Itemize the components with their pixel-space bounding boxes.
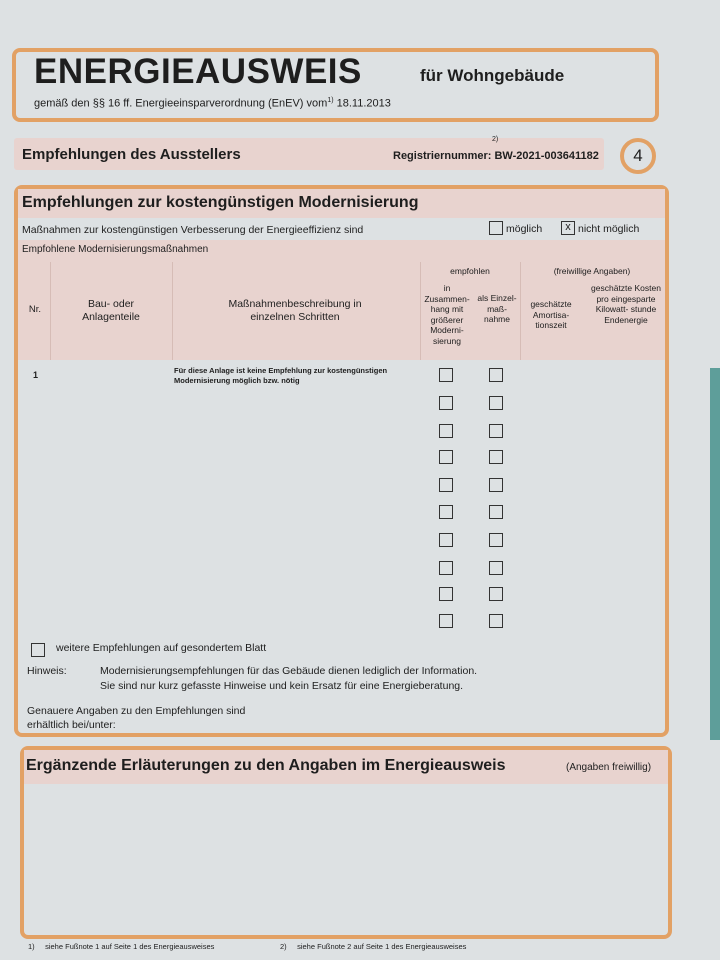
further-recommendations-checkbox[interactable] <box>31 643 45 657</box>
single-measure-checkbox[interactable] <box>489 533 503 547</box>
single-measure-checkbox[interactable] <box>489 614 503 628</box>
recommendations-box <box>14 185 669 737</box>
col-voluntary: (freiwillige Angaben) <box>553 266 631 276</box>
column-divider <box>50 262 51 360</box>
single-measure-checkbox[interactable] <box>489 424 503 438</box>
details-line-2: erhältlich bei/unter: <box>27 719 116 731</box>
footnote-1: 1) siehe Fußnote 1 auf Seite 1 des Energ… <box>28 942 214 951</box>
single-measure-checkbox[interactable] <box>489 450 503 464</box>
combined-checkbox[interactable] <box>439 424 453 438</box>
footnote-2-text: siehe Fußnote 2 auf Seite 1 des Energiea… <box>297 942 467 951</box>
note-label: Hinweis: <box>27 665 67 677</box>
registration-footnote-mark: 2) <box>492 136 499 143</box>
single-measure-checkbox[interactable] <box>489 587 503 601</box>
combined-checkbox[interactable] <box>439 561 453 575</box>
combined-checkbox[interactable] <box>439 587 453 601</box>
explanations-text-area[interactable] <box>24 786 668 934</box>
document-title: ENERGIEAUSWEIS <box>34 52 362 91</box>
single-measure-checkbox[interactable] <box>489 368 503 382</box>
explanations-note: (Angaben freiwillig) <box>566 762 652 773</box>
footnote-mark: 1) <box>327 97 334 104</box>
not-possible-label: nicht möglich <box>578 223 640 235</box>
column-divider <box>172 262 173 360</box>
combined-checkbox[interactable] <box>439 478 453 492</box>
possible-label: möglich <box>506 223 543 235</box>
possible-checkbox[interactable] <box>489 221 503 235</box>
column-divider <box>420 262 421 360</box>
col-description: Maßnahmenbeschreibung in einzelnen Schri… <box>228 298 362 323</box>
footnote-2: 2) siehe Fußnote 2 auf Seite 1 des Energ… <box>280 942 466 951</box>
not-possible-checkbox[interactable]: x <box>561 221 575 235</box>
single-measure-checkbox[interactable] <box>489 505 503 519</box>
single-measure-checkbox[interactable] <box>489 396 503 410</box>
table-header-band <box>18 240 665 360</box>
footnote-1-text: siehe Fußnote 1 auf Seite 1 des Energiea… <box>45 942 215 951</box>
legal-date: 18.11.2013 <box>336 97 391 110</box>
section-bar <box>14 138 604 170</box>
table-subheading: Empfohlene Modernisierungsmaßnahmen <box>22 244 209 255</box>
footnote-1-mark: 1) <box>28 942 35 951</box>
col-parts: Bau- oder Anlagenteile <box>82 298 140 323</box>
note-line-2: Sie sind nur kurz gefasste Hinweise und … <box>100 680 464 692</box>
col-cost: geschätzte Kosten pro eingesparte Kilowa… <box>591 283 661 325</box>
details-line-1: Genauere Angaben zu den Empfehlungen sin… <box>27 705 246 717</box>
recommendations-title-band <box>18 189 665 218</box>
header-box <box>12 48 659 122</box>
explanations-box <box>20 746 672 939</box>
explanations-title: Ergänzende Erläuterungen zu den Angaben … <box>26 757 506 774</box>
combined-checkbox[interactable] <box>439 614 453 628</box>
footnote-2-mark: 2) <box>280 942 287 951</box>
col-single: als Einzel- maß- nahme <box>477 293 517 324</box>
combined-checkbox[interactable] <box>439 505 453 519</box>
row-number: 1 <box>33 370 39 380</box>
single-measure-checkbox[interactable] <box>489 478 503 492</box>
legal-text: gemäß den §§ 16 ff. Energieeinsparverord… <box>34 97 328 110</box>
combined-checkbox[interactable] <box>439 368 453 382</box>
col-amortisation: geschätzte Amortisa- tionszeit <box>530 299 572 330</box>
page-number: 4 <box>620 138 656 174</box>
background-folder-edge <box>710 368 720 740</box>
registration-number: Registriernummer: BW-2021-003641182 <box>393 150 599 162</box>
single-measure-checkbox[interactable] <box>489 561 503 575</box>
combined-checkbox[interactable] <box>439 396 453 410</box>
combined-checkbox[interactable] <box>439 533 453 547</box>
recommendations-title: Empfehlungen zur kostengünstigen Moderni… <box>22 194 419 211</box>
document-subtitle: für Wohngebäude <box>420 66 565 85</box>
row-description: Für diese Anlage ist keine Empfehlung zu… <box>174 366 388 385</box>
column-divider <box>520 262 521 360</box>
further-recommendations-label: weitere Empfehlungen auf gesondertem Bla… <box>56 642 267 654</box>
combined-checkbox[interactable] <box>439 450 453 464</box>
measures-label: Maßnahmen zur kostengünstigen Verbesseru… <box>22 224 364 236</box>
col-recommended: empfohlen <box>450 266 490 276</box>
section-title: Empfehlungen des Ausstellers <box>22 146 241 163</box>
col-combined: in Zusammen- hang mit größerer Moderni- … <box>424 283 470 346</box>
explanations-title-band <box>24 750 668 784</box>
legal-basis: gemäß den §§ 16 ff. Energieeinsparverord… <box>34 97 391 110</box>
note-line-1: Modernisierungsempfehlungen für das Gebä… <box>100 665 478 677</box>
col-nr: Nr. <box>28 304 42 315</box>
